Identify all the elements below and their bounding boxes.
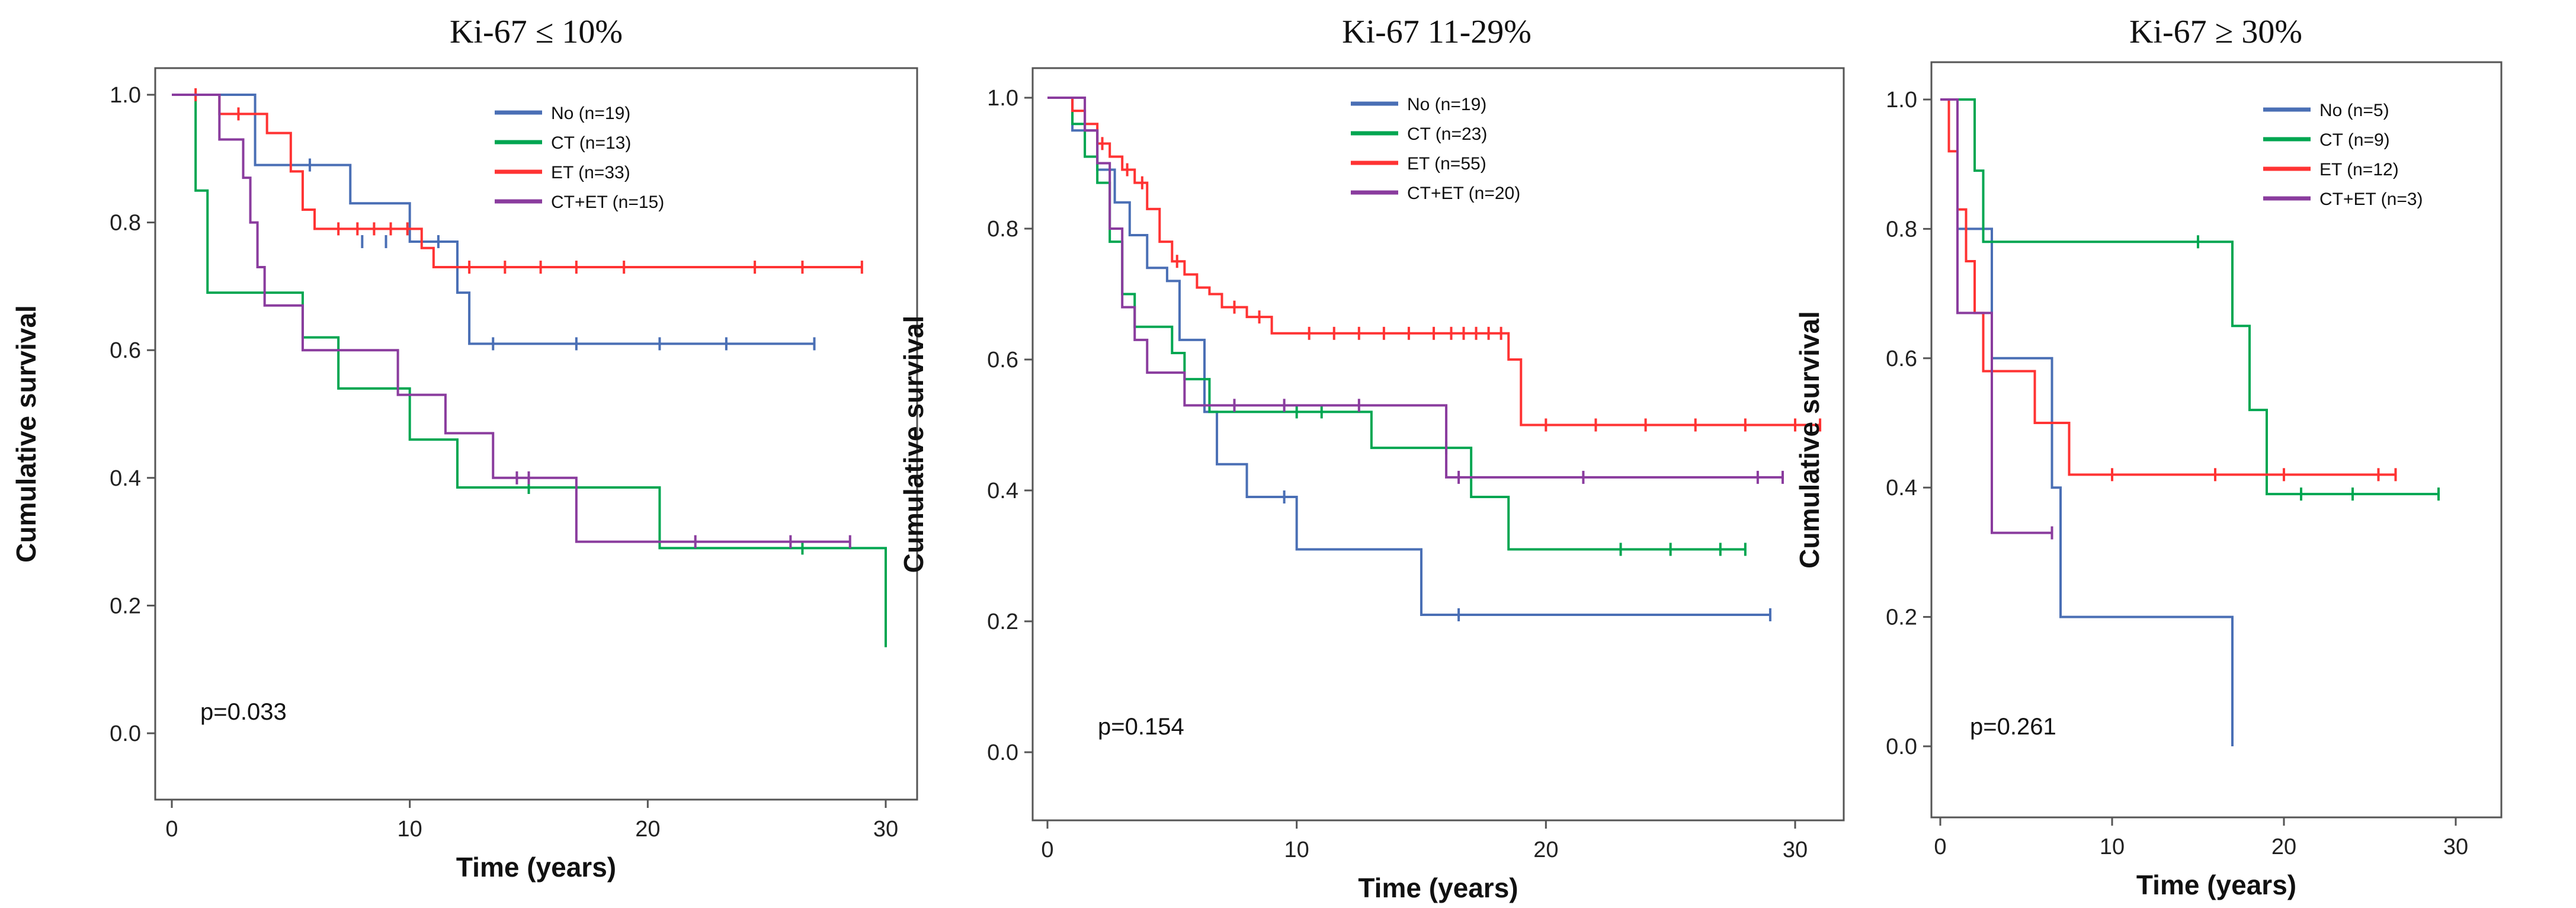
plot-frame (154, 67, 918, 801)
legend-entry: CT+ET (n=3) (2319, 190, 2423, 209)
y-axis-label: Cumulative survival (1794, 311, 1825, 569)
series-line-1 (172, 94, 815, 345)
y-tick-label: 0.8 (110, 211, 141, 236)
series-line-4 (172, 94, 850, 543)
y-tick-label: 0.2 (987, 609, 1018, 634)
chart-panel-2: Ki-67 11-29% 0.0 0.2 0.4 0.6 0.8 1.0 0 10 20 30 Tim… (898, 14, 1845, 903)
legend-entry: CT+ET (n=20) (1407, 184, 1520, 203)
y-axis-label: Cumulative survival (898, 316, 929, 573)
series-line-4 (1940, 98, 2052, 534)
legend-entry: ET (n=12) (2319, 160, 2399, 179)
x-axis-label: Time (years) (1358, 872, 1518, 903)
x-tick-label: 20 (2271, 835, 2296, 859)
legend-entry: CT (n=23) (1407, 124, 1487, 144)
legend-entry: CT (n=13) (551, 133, 631, 153)
x-tick-label: 10 (2100, 835, 2125, 859)
legend-entry: No (n=19) (1407, 95, 1486, 114)
series-line-3 (1047, 97, 1821, 426)
y-tick-label: 0.2 (110, 593, 141, 618)
series-line-2 (1047, 97, 1745, 551)
x-tick-label: 30 (873, 817, 898, 842)
y-tick-label: 0.0 (110, 721, 141, 746)
chart-title: Ki-67 ≤ 10% (450, 14, 623, 50)
x-tick-label: 10 (1284, 838, 1309, 862)
legend-entry: No (n=5) (2319, 101, 2389, 120)
p-value-annotation: p=0.261 (1970, 714, 2056, 740)
series-line-2 (172, 94, 887, 641)
series-line-4 (1047, 97, 1783, 479)
y-tick-label: 0.6 (110, 338, 141, 363)
x-axis-label: Time (years) (456, 852, 616, 883)
y-tick-label: 0.4 (987, 479, 1018, 503)
x-tick-label: 0 (165, 817, 178, 842)
y-tick-label: 0.2 (1886, 605, 1917, 630)
legend-entry: CT+ET (n=15) (551, 192, 664, 212)
p-value-annotation: p=0.154 (1098, 714, 1184, 740)
y-tick-label: 0.6 (987, 348, 1018, 373)
y-tick-label: 0.8 (987, 217, 1018, 242)
y-tick-label: 1.0 (987, 86, 1018, 111)
y-tick-label: 0.6 (1886, 346, 1917, 371)
series-line-1 (1047, 97, 1770, 616)
series-line-2 (1940, 98, 2439, 496)
x-tick-label: 30 (2443, 835, 2468, 859)
y-tick-label: 0.4 (110, 466, 141, 491)
y-tick-label: 0.0 (987, 740, 1018, 765)
p-value-annotation: p=0.033 (200, 699, 287, 725)
legend-entry: ET (n=55) (1407, 154, 1486, 174)
x-tick-label: 20 (1533, 838, 1558, 862)
y-axis-label: Cumulative survival (11, 305, 41, 563)
x-axis-label: Time (years) (2136, 870, 2296, 900)
y-tick-label: 0.8 (1886, 217, 1917, 242)
series-line-3 (1940, 98, 2396, 476)
legend-entry: No (n=19) (551, 104, 630, 123)
x-tick-label: 10 (398, 817, 422, 842)
x-tick-label: 20 (635, 817, 660, 842)
plot-frame (1930, 61, 2503, 819)
chart-panel-3: Ki-67 ≥ 30% 0.0 0.2 0.4 0.6 0.8 1.0 0 10 20 30 Time… (1794, 14, 2503, 900)
x-tick-label: 0 (1934, 835, 1946, 859)
legend-entry: ET (n=33) (551, 163, 630, 182)
y-tick-label: 0.4 (1886, 476, 1917, 500)
plot-frame (1031, 67, 1845, 822)
y-tick-label: 0.0 (1886, 734, 1917, 759)
x-tick-label: 30 (1783, 838, 1808, 862)
chart-title: Ki-67 ≥ 30% (2129, 14, 2302, 50)
legend-entry: CT (n=9) (2319, 130, 2390, 150)
chart-title: Ki-67 11-29% (1342, 14, 1531, 50)
y-tick-label: 1.0 (110, 83, 141, 108)
x-tick-label: 0 (1041, 838, 1053, 862)
series-line-3 (172, 94, 862, 269)
chart-panel-1: Ki-67 ≤ 10% 0.0 0.2 0.4 0.6 0.8 1.0 0 10 20 30 Time… (11, 14, 918, 883)
y-tick-label: 1.0 (1886, 88, 1917, 113)
